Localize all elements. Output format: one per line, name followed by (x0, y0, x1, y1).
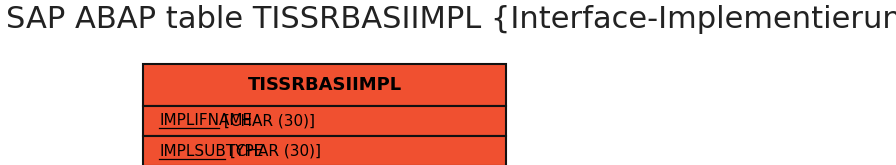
Text: IMPLSUBTYPE: IMPLSUBTYPE (159, 144, 263, 159)
Text: SAP ABAP table TISSRBASIIMPL {Interface-Implementierung}: SAP ABAP table TISSRBASIIMPL {Interface-… (6, 5, 896, 34)
Text: [CHAR (30)]: [CHAR (30)] (225, 144, 321, 159)
FancyBboxPatch shape (142, 64, 506, 106)
FancyBboxPatch shape (142, 106, 506, 136)
FancyBboxPatch shape (142, 136, 506, 165)
Text: TISSRBASIIMPL: TISSRBASIIMPL (247, 76, 401, 94)
Text: [CHAR (30)]: [CHAR (30)] (219, 113, 314, 128)
Text: IMPLIFNAME: IMPLIFNAME (159, 113, 252, 128)
